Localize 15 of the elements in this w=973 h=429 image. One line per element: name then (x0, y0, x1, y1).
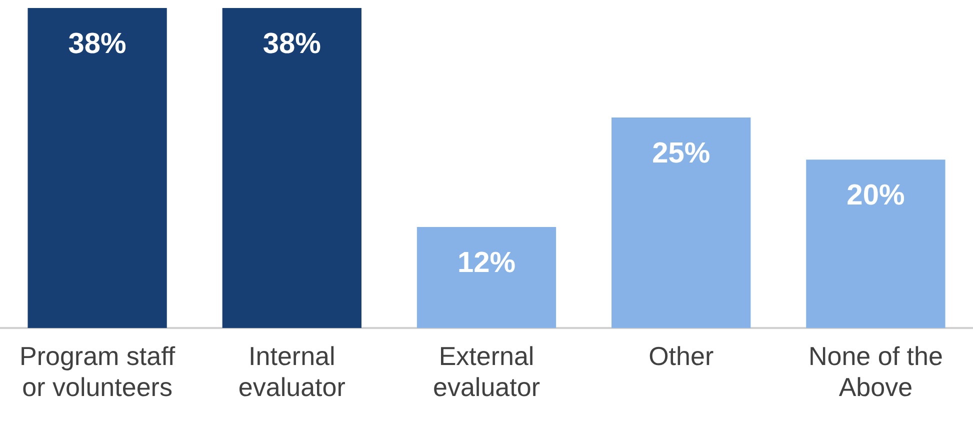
bar (806, 160, 946, 328)
bar (416, 226, 556, 328)
bar (28, 8, 167, 328)
x-tick-label: External evaluator (433, 340, 540, 402)
x-tick-label: Program staff or volunteers (20, 340, 176, 402)
data-label: 38% (262, 28, 322, 60)
x-tick-label: None of the Above (808, 340, 943, 402)
data-label: 12% (457, 246, 516, 279)
data-label: 25% (652, 137, 710, 170)
bar (612, 117, 751, 328)
data-label: 38% (68, 28, 127, 60)
data-label: 20% (846, 180, 905, 212)
x-tick-label: Internal evaluator (238, 340, 346, 402)
x-tick-label: Other (648, 340, 714, 371)
bar (222, 8, 362, 328)
